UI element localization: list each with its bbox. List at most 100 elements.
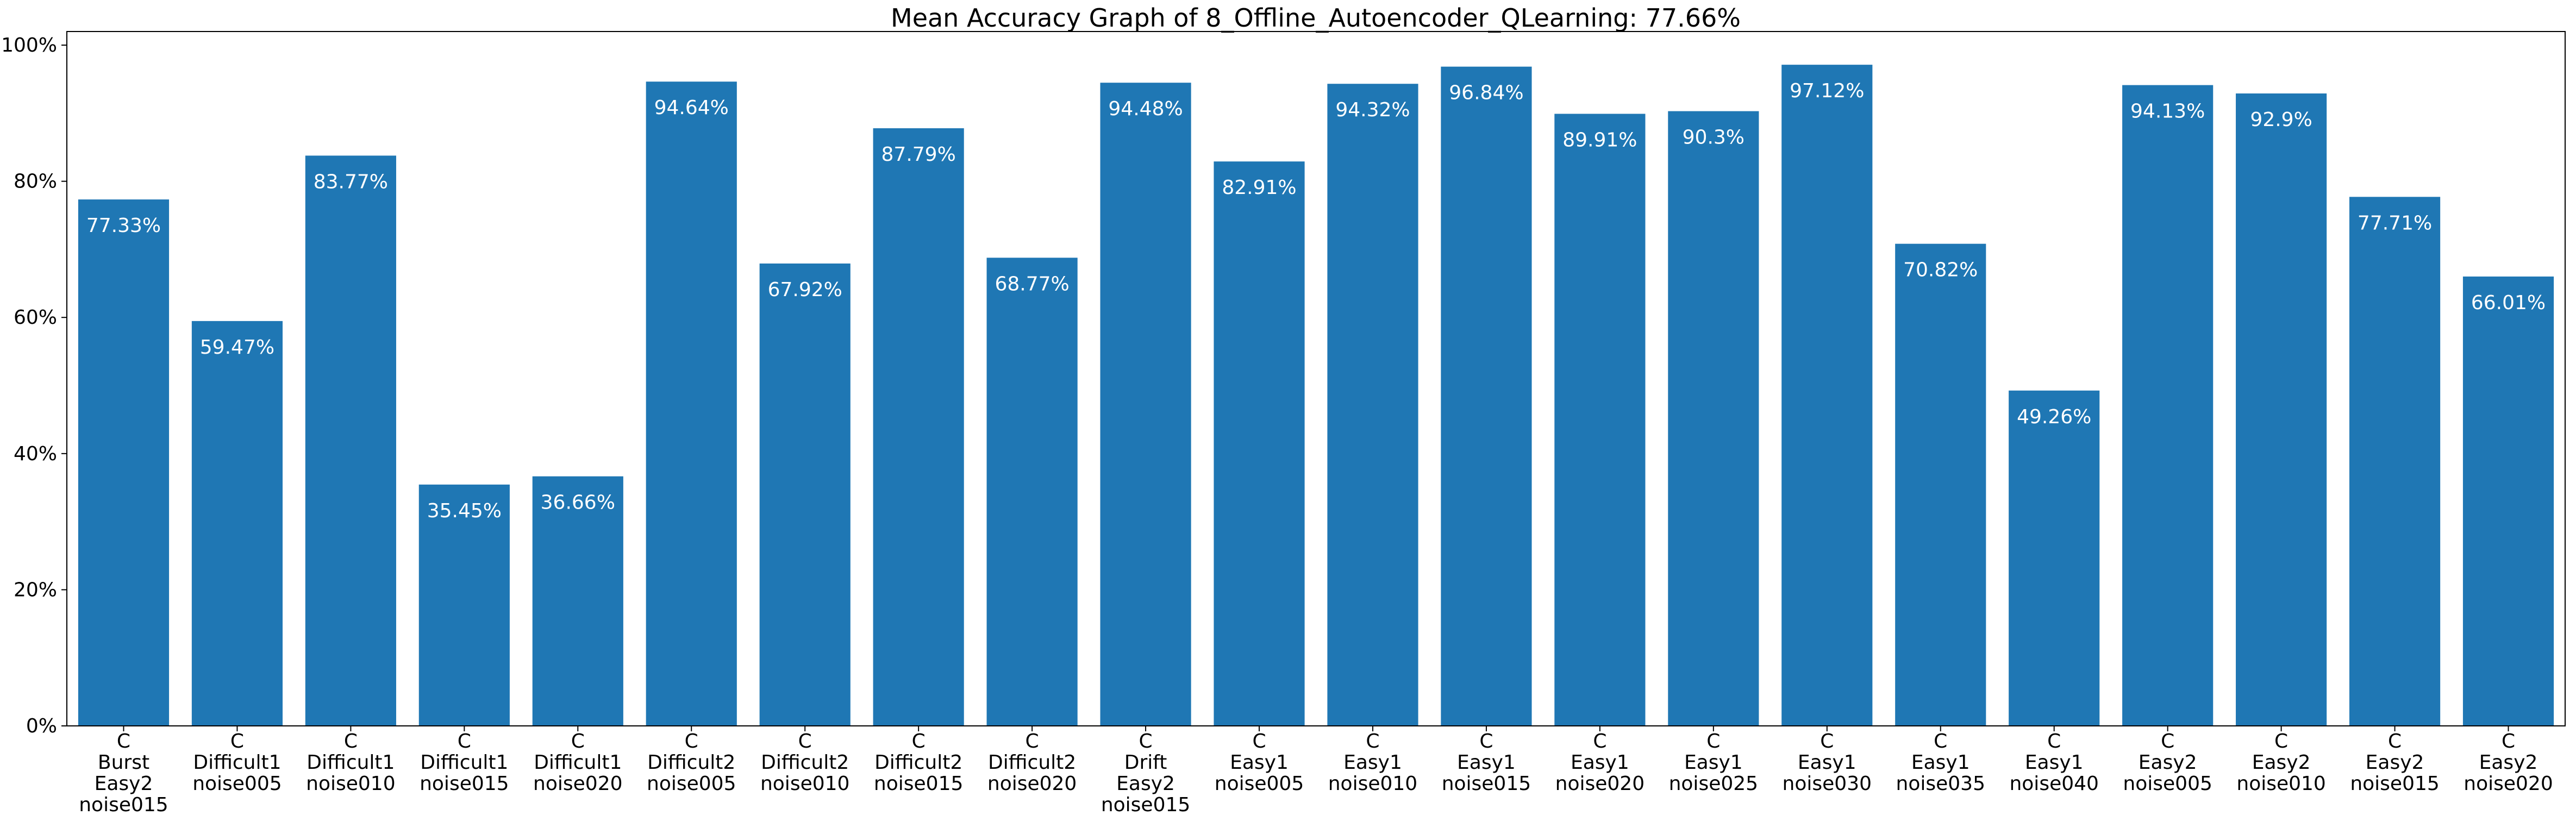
bar-value-label: 68.77% [995,273,1069,295]
x-tick-label: C Easy1 noise010 [1328,730,1417,795]
x-tick-label-line: Difficult2 [761,751,849,774]
bar [1100,83,1191,726]
bar-value-label: 36.66% [541,492,615,514]
y-tick-label: 40% [14,443,57,465]
x-tick-label-line: C [2274,730,2288,753]
bar [2462,276,2554,726]
bar [759,264,851,726]
x-tick-label-line: Easy1 [1230,751,1289,774]
bar-value-label: 82.91% [1222,177,1296,199]
x-tick-label-line: noise005 [192,773,282,795]
x-tick-label-line: noise020 [533,773,622,795]
x-tick-label: C Difficult1 noise020 [533,730,622,795]
bar [532,476,623,726]
x-tick-label-line: Difficult2 [988,751,1076,774]
x-tick-label-line: noise015 [79,794,168,815]
x-tick-label: C Burst Easy2 noise015 [79,730,168,815]
bar-value-labels: 77.33% 59.47% 83.77% 35.45% 36.66% 94.64% 67.9… [86,80,2546,522]
x-tick-label-line: Easy1 [1684,751,1743,774]
bar-value-label: 59.47% [200,336,274,359]
x-tick-label-line: C [2161,730,2174,753]
x-tick-label-line: Difficult2 [647,751,735,774]
bar-value-label: 94.32% [1335,99,1410,121]
bar-value-label: 94.48% [1108,98,1183,120]
bar-value-label: 87.79% [881,143,956,166]
bar-value-label: 90.3% [1683,127,1745,149]
bar-value-label: 83.77% [314,171,388,193]
x-tick-label-line: Difficult2 [874,751,962,774]
bar-value-label: 67.92% [768,279,842,301]
x-tick-label: C Easy1 noise025 [1669,730,1758,795]
bar-value-label: 94.64% [654,97,729,119]
x-tick-label-line: noise010 [306,773,395,795]
y-tick-label: 60% [14,306,57,329]
x-tick-label-line: noise040 [2009,773,2098,795]
bar-value-label: 35.45% [427,500,502,522]
x-tick-label: C Difficult1 noise010 [306,730,395,795]
x-tick-label: C Easy2 noise015 [2350,730,2439,795]
bar [418,484,510,726]
x-tick-label-line: Easy1 [1911,751,1970,774]
bar-value-label: 77.71% [2358,212,2432,234]
bar-value-label: 77.33% [86,215,161,237]
x-tick-label: C Difficult2 noise010 [760,730,849,795]
bar [1781,65,1873,726]
bar [873,128,964,726]
x-tick-label: C Easy2 noise005 [2123,730,2212,795]
x-tick-label-line: C [1479,730,1493,753]
x-tick-label-line: Burst [98,751,149,774]
bar [305,155,396,726]
x-tick-label-line: noise020 [987,773,1077,795]
x-tick-label-line: C [117,730,130,753]
bar [1214,161,1305,726]
x-tick-label-line: Easy2 [2139,751,2197,774]
y-tick-label: 20% [14,579,57,601]
x-tick-label: C Difficult2 noise005 [647,730,736,795]
x-tick-label-line: C [344,730,358,753]
x-tick-label-line: Easy1 [1457,751,1516,774]
x-tick-label: C Easy1 noise030 [1783,730,1872,795]
bar [2349,197,2441,726]
bar-value-label: 89.91% [1562,129,1637,151]
y-axis: 0% 20% 40% 60% 80% 100% [1,34,67,737]
x-tick-label-line: Difficult1 [420,751,508,774]
x-tick-label-line: noise015 [874,773,963,795]
x-tick-label-line: Difficult1 [193,751,281,774]
x-tick-label-line: noise015 [420,773,509,795]
x-tick-label-line: C [1026,730,1039,753]
x-tick-label-line: Easy2 [95,773,153,795]
x-tick-label-line: noise005 [647,773,736,795]
y-tick-label: 100% [1,34,57,57]
bar [1895,243,1986,726]
y-tick-label: 80% [14,171,57,193]
x-tick-label: C Difficult1 noise005 [192,730,282,795]
bar [1668,111,1759,726]
x-tick-label: C Difficult1 noise015 [420,730,509,795]
x-tick-label-line: noise015 [1101,794,1190,815]
bar [1327,84,1418,726]
x-tick-label-line: Difficult1 [307,751,395,774]
x-tick-label-line: C [230,730,244,753]
x-tick-label-line: noise015 [1442,773,1531,795]
x-tick-label-line: Easy1 [1343,751,1402,774]
x-tick-label-line: Easy2 [2252,751,2311,774]
x-tick-label-line: C [571,730,585,753]
x-tick-label-line: C [1366,730,1379,753]
x-tick-label-line: Easy2 [1116,773,1175,795]
bar-value-label: 66.01% [2471,292,2546,314]
plot-frame [66,31,2566,726]
x-tick-label-line: C [912,730,926,753]
x-tick-label-line: Easy1 [1571,751,1629,774]
bar [1554,114,1646,726]
x-tick-label: C Easy2 noise020 [2464,730,2553,795]
x-tick-label-line: C [2388,730,2402,753]
bar [78,199,170,726]
x-tick-label-line: C [2047,730,2061,753]
x-tick-label: C Difficult2 noise015 [874,730,963,795]
bars-layer [78,65,2554,726]
x-tick-label-line: Easy2 [2479,751,2538,774]
x-tick-label-line: C [458,730,471,753]
x-tick-label-line: noise020 [1555,773,1645,795]
